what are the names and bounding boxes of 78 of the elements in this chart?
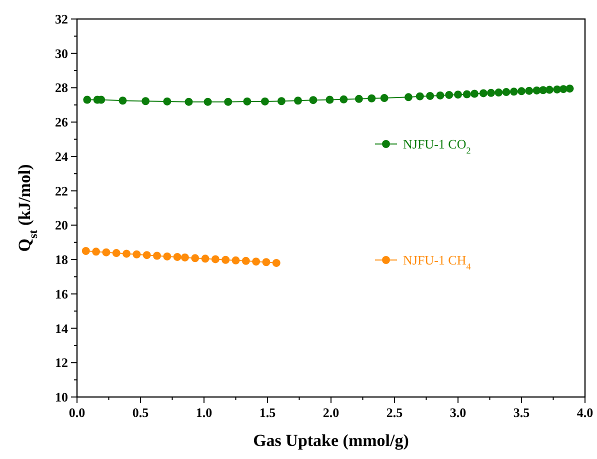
point: [242, 256, 250, 265]
point: [83, 96, 92, 104]
point: [454, 90, 462, 99]
point: [142, 97, 150, 106]
point: [102, 248, 110, 256]
x-tick-label: 2.0: [322, 405, 340, 420]
point: [404, 93, 412, 102]
x-tick-label: 1.5: [259, 405, 276, 420]
point: [502, 88, 510, 96]
point: [163, 252, 172, 260]
point: [163, 97, 172, 106]
point: [368, 94, 376, 102]
point: [224, 98, 232, 106]
y-tick-label: 26: [55, 114, 68, 130]
point: [173, 252, 182, 261]
point: [243, 97, 252, 106]
point: [294, 96, 302, 105]
point: [232, 256, 240, 264]
x-tick-label: 0.0: [68, 405, 86, 420]
point: [445, 90, 454, 99]
point: [211, 255, 220, 264]
y-tick-label: 32: [55, 12, 68, 26]
point: [436, 91, 444, 100]
point: [92, 248, 100, 256]
point: [426, 92, 434, 100]
point: [222, 256, 230, 264]
x-tick-label: 0.5: [132, 405, 150, 420]
y-tick-label: 16: [55, 286, 68, 302]
x-tick-label: 4.0: [576, 405, 594, 420]
point: [494, 88, 503, 97]
point: [340, 95, 348, 104]
point: [277, 97, 286, 106]
x-tick-label: 1.0: [196, 405, 212, 420]
point: [566, 84, 574, 93]
point: [118, 96, 127, 105]
point: [132, 250, 141, 258]
point: [201, 254, 210, 263]
point: [518, 87, 526, 96]
x-tick-label: 2.5: [386, 405, 404, 420]
point: [462, 90, 471, 98]
y-tick-label: 28: [55, 80, 68, 96]
point: [142, 251, 151, 260]
point: [479, 89, 488, 98]
point: [545, 86, 554, 94]
x-tick-label: 3.5: [513, 405, 530, 420]
point: [262, 258, 270, 266]
point: [204, 98, 212, 106]
y-tick-label: 30: [55, 46, 68, 61]
point: [272, 258, 280, 267]
point: [416, 92, 424, 100]
y-tick-label: 24: [55, 148, 68, 164]
y-tick-label: 20: [55, 218, 68, 233]
point: [510, 88, 518, 96]
point: [153, 252, 162, 260]
point: [487, 88, 496, 97]
point: [82, 246, 90, 255]
point: [252, 258, 260, 266]
y-tick-label: 22: [55, 183, 68, 198]
y-tick-label: 10: [55, 390, 68, 404]
point: [191, 254, 200, 262]
point: [260, 97, 269, 106]
point: [309, 96, 318, 104]
point: [112, 249, 120, 258]
point: [180, 253, 189, 262]
point: [326, 96, 334, 104]
x-tick-label: 3.0: [450, 405, 466, 420]
legend-label: NJFU-1 CH$_{4}$: [403, 252, 472, 272]
point: [525, 86, 534, 95]
point: [122, 250, 131, 258]
x-axis-title: Gas Uptake (mmol/g): [253, 431, 409, 450]
legend-label: NJFU-1 CO$_{2}$: [403, 136, 472, 156]
y-tick-label: 12: [55, 355, 68, 370]
y-tick-label: 18: [55, 252, 68, 268]
y-tick-label: 14: [55, 320, 68, 336]
point: [380, 94, 388, 102]
point: [354, 94, 363, 103]
point: [470, 90, 479, 98]
point: [184, 98, 193, 106]
